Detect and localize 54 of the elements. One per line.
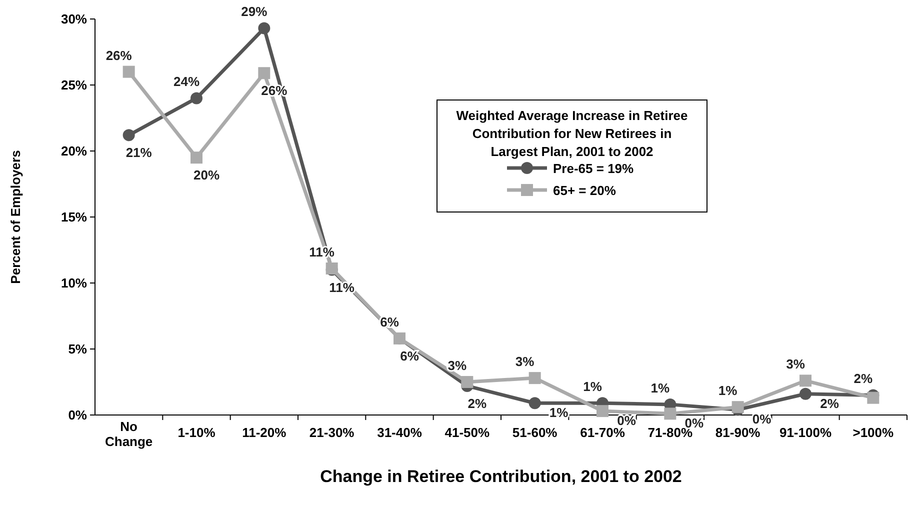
legend-title: Weighted Average Increase in Retiree Contribution for New Retirees in Largest Plan, 2001 to 2002 — [456, 108, 688, 159]
point — [528, 372, 541, 384]
point — [800, 374, 812, 387]
y-axis-title: Percent of Employers — [8, 150, 23, 284]
data-label: 21% — [126, 145, 152, 160]
x-tick-label: No Change — [104, 419, 153, 449]
y-tick-label: 0% — [68, 408, 88, 422]
data-label: 1% — [718, 383, 738, 398]
data-label: 20% — [193, 168, 220, 183]
x-tick-label: 1-10% — [178, 425, 216, 440]
point — [528, 397, 541, 410]
point — [258, 67, 270, 80]
data-label: 3% — [786, 356, 806, 372]
data-label: 1% — [583, 379, 602, 394]
data-label: 29% — [241, 4, 268, 20]
data-label: 6% — [380, 314, 400, 330]
data-label: 3% — [515, 354, 535, 370]
point — [190, 152, 202, 164]
legend-label: 65+ = 20% — [553, 183, 616, 198]
y-tick-label: 20% — [60, 144, 88, 158]
x-tick-label: 11-20% — [242, 425, 287, 440]
y-tick-label: 10% — [60, 276, 88, 290]
x-tick-label: 41-50% — [444, 425, 490, 440]
data-label: 24% — [173, 74, 200, 90]
x-tick-label: 21-30% — [309, 425, 355, 440]
y-tick-label: 5% — [68, 342, 88, 356]
y-tick-label: 30% — [60, 12, 88, 26]
x-tick-label: 51-60% — [512, 425, 558, 440]
legend-label: Pre-65 = 19% — [553, 161, 634, 176]
point — [800, 388, 812, 400]
point — [596, 405, 608, 418]
data-label: 2% — [854, 371, 873, 386]
point — [122, 129, 135, 142]
y-tick-label: 25% — [60, 78, 88, 92]
x-tick-label: 91-100% — [779, 425, 832, 440]
x-tick-label: >100% — [852, 425, 894, 440]
y-tick-label: 15% — [60, 210, 88, 224]
point — [867, 392, 880, 404]
data-label: 26% — [106, 48, 132, 63]
point — [664, 408, 676, 420]
point — [461, 376, 474, 388]
point — [190, 92, 202, 104]
data-label: 1% — [650, 380, 670, 396]
point — [732, 401, 744, 414]
x-tick-label: 31-40% — [377, 425, 422, 440]
data-label: 6% — [400, 348, 420, 364]
x-axis-title: Change in Retiree Contribution, 2001 to 2002 — [320, 467, 682, 486]
x-tick-label: 81-90% — [715, 425, 761, 440]
data-label: 3% — [448, 358, 467, 373]
point — [258, 22, 270, 34]
data-label: 2% — [820, 396, 840, 411]
data-label: 2% — [468, 396, 487, 411]
data-label: 0% — [752, 412, 772, 427]
point — [122, 66, 135, 78]
